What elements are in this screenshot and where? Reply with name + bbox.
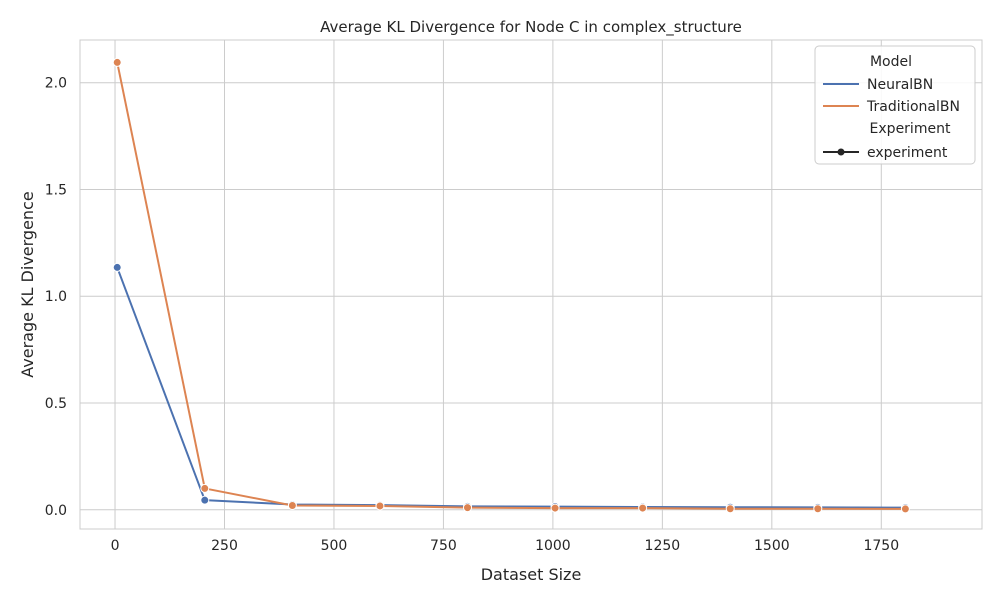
data-point-traditionalbn [463,503,473,513]
data-point-traditionalbn [287,501,297,511]
legend-box [814,45,976,165]
data-point-neuralbn [112,262,122,272]
y-axis-title: Average KL Divergence [18,191,37,377]
legend-label-experiment: experiment [867,145,948,161]
x-tick-label: 1750 [863,538,899,554]
series-neuralbn [112,262,910,513]
legend-marker-experiment [837,148,845,156]
series-traditionalbn [112,57,910,514]
data-point-traditionalbn [550,503,560,513]
y-tick-label: 0.5 [45,396,67,412]
series-layer [112,57,910,514]
legend: Model NeuralBN TraditionalBN Experiment … [814,45,976,165]
y-tick-label: 1.5 [45,182,67,198]
tick-labels: 0 250 500 750 1000 1250 1500 1750 0.0 0.5 1.0 1.5 2.… [45,76,899,554]
x-axis-title: Dataset Size [481,565,582,584]
data-point-traditionalbn [200,483,210,493]
x-tick-label: 500 [321,538,348,554]
data-point-traditionalbn [900,504,910,514]
series-line-neuralbn [116,266,907,509]
data-point-traditionalbn [725,504,735,514]
legend-label-neuralbn: NeuralBN [867,77,933,93]
data-point-neuralbn [200,495,210,505]
x-tick-label: 1000 [535,538,571,554]
legend-model-heading: Model [870,54,912,70]
data-point-traditionalbn [112,57,122,67]
data-point-traditionalbn [375,501,385,511]
x-tick-label: 1250 [645,538,681,554]
series-line-traditionalbn [116,61,907,510]
x-tick-label: 1500 [754,538,790,554]
x-tick-label: 0 [111,538,120,554]
data-point-traditionalbn [813,504,823,514]
y-tick-label: 1.0 [45,289,67,305]
y-tick-label: 2.0 [45,76,67,92]
y-tick-label: 0.0 [45,503,67,519]
x-tick-label: 750 [430,538,457,554]
plot-frame [79,39,983,530]
data-point-traditionalbn [638,503,648,513]
legend-experiment-heading: Experiment [870,121,951,137]
chart-title: Average KL Divergence for Node C in comp… [320,18,742,37]
legend-label-traditionalbn: TraditionalBN [866,99,960,115]
x-tick-label: 250 [211,538,238,554]
